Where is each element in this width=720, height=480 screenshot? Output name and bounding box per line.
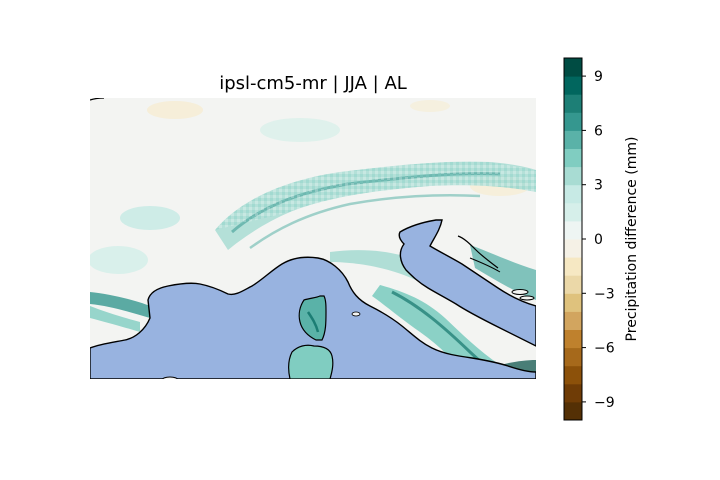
colorbar-segment	[564, 347, 582, 367]
sardinia	[288, 344, 334, 379]
colorbar-tick-label: 9	[594, 69, 603, 85]
colorbar-segment	[564, 293, 582, 312]
colorbar-segment	[564, 239, 582, 258]
colorbar-tick-label: 3	[594, 178, 603, 194]
colorbar-segment	[564, 220, 582, 240]
colorbar-segment	[564, 148, 582, 168]
colorbar-segment	[564, 329, 582, 349]
colorbar-segment	[564, 311, 582, 330]
colorbar-segment	[564, 401, 582, 421]
colorbar-tick-label: 0	[594, 232, 603, 248]
colorbar-label: Precipitation difference (mm)	[624, 137, 640, 342]
colorbar-segment	[564, 257, 582, 276]
colorbar-segment	[564, 130, 582, 149]
colorbar-segment	[564, 383, 582, 403]
colorbar-tick-label: −9	[594, 395, 615, 411]
map-panel	[90, 98, 536, 379]
colorbar-segment	[564, 76, 582, 95]
colorbar-segment	[564, 202, 582, 222]
colorbar-segment	[564, 365, 582, 385]
colorbar-segment	[564, 166, 582, 186]
apennines-precip-band	[372, 285, 520, 379]
colorbar-segment	[564, 275, 582, 294]
adriatic-sea	[398, 219, 536, 347]
colorbar-tick-label: −3	[594, 286, 615, 302]
colorbar-segment	[564, 112, 582, 131]
colorbar: 9 6 3 0 −3 −6 −9	[563, 57, 615, 421]
colorbar-tick-label: −6	[594, 341, 615, 357]
map-title: ipsl-cm5-mr | JJA | AL	[219, 73, 407, 94]
colorbar-tick-label: 6	[594, 123, 603, 139]
colorbar-segment	[564, 184, 582, 204]
colorbar-segment	[564, 58, 582, 77]
colorbar-segment	[564, 94, 582, 113]
